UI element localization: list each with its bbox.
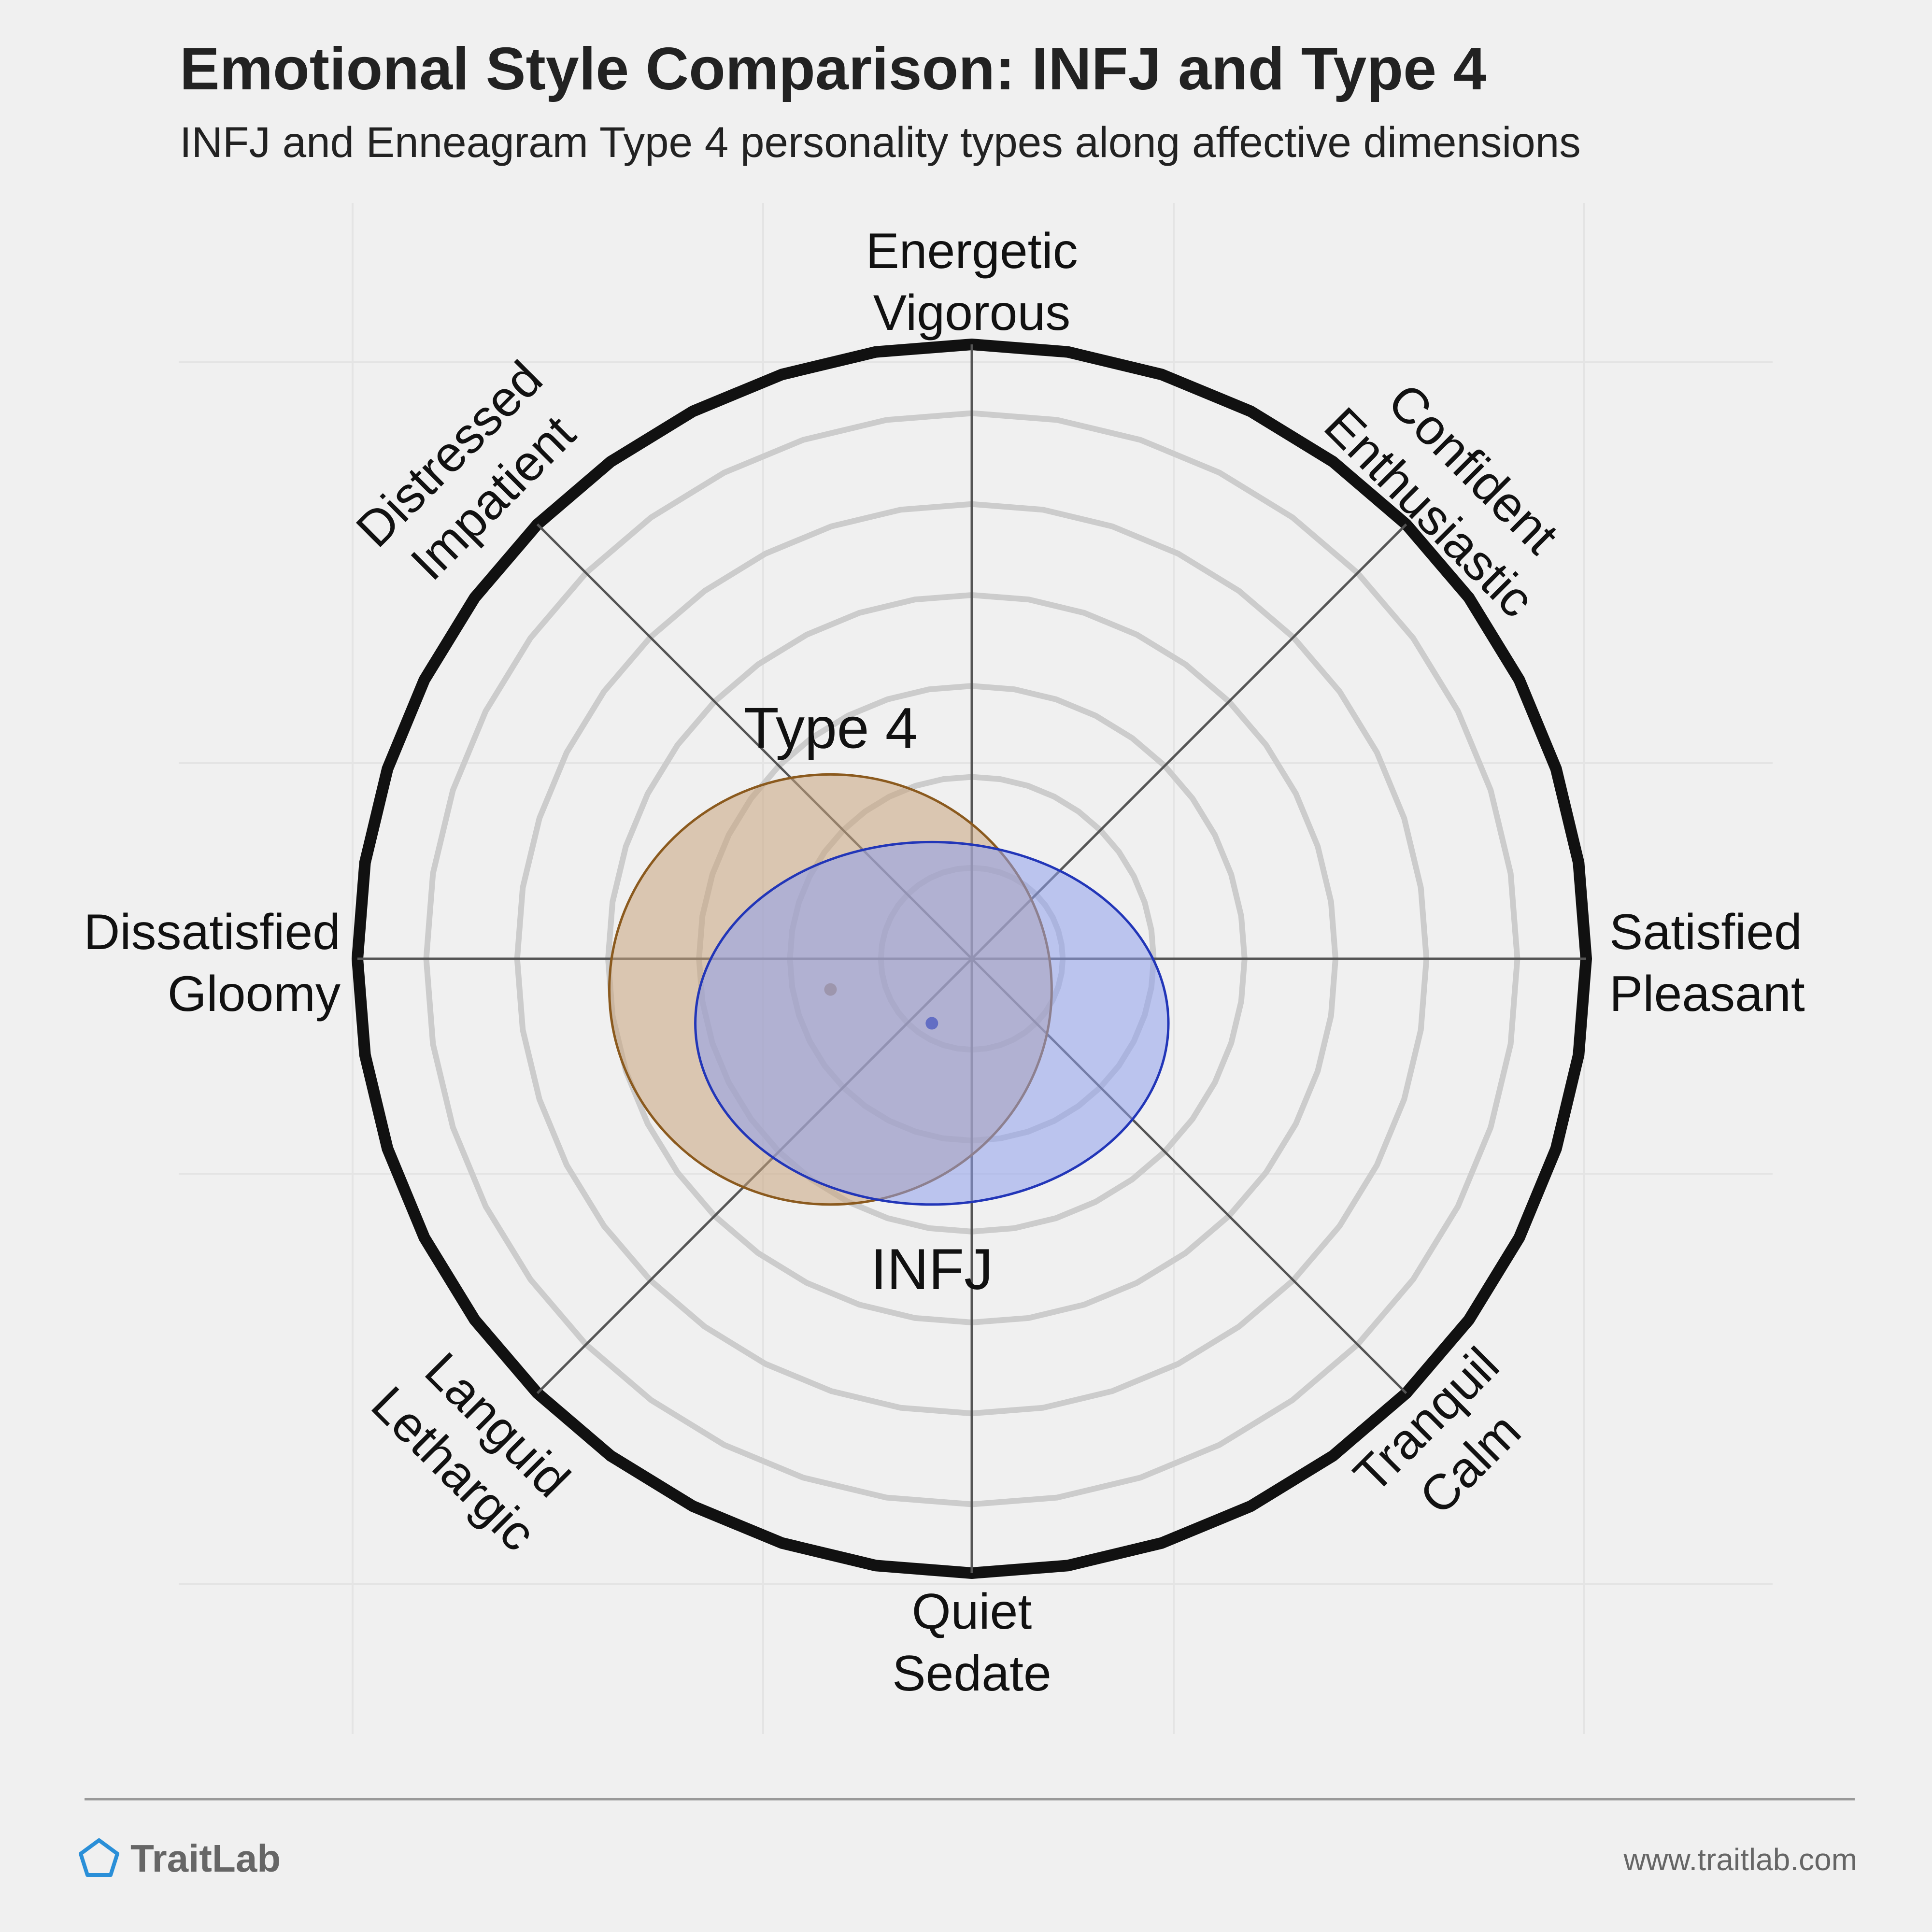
pentagon-logo-icon xyxy=(79,1838,119,1877)
axis-label-right: Satisfied Pleasant xyxy=(1609,904,1805,1022)
axis-label-line: Gloomy xyxy=(168,966,341,1022)
axis-label-left: Dissatisfied Gloomy xyxy=(84,904,341,1022)
series-label-type-4: Type 4 xyxy=(743,696,917,760)
chart-title: Emotional Style Comparison: INFJ and Typ… xyxy=(180,36,1487,102)
axis-label-line: Pleasant xyxy=(1609,966,1805,1022)
footer-url[interactable]: www.traitlab.com xyxy=(1623,1842,1857,1877)
axis-label-line: Energetic xyxy=(866,223,1078,279)
series-layer: Type 4 INFJ xyxy=(608,696,1170,1302)
axis-label-line: Quiet xyxy=(912,1584,1032,1640)
axis-label-line: Vigorous xyxy=(873,285,1071,341)
axis-label-line: Dissatisfied xyxy=(84,904,341,960)
infj-center-point xyxy=(925,1017,938,1030)
axis-label-line: Sedate xyxy=(892,1646,1051,1702)
axis-label-line: Satisfied xyxy=(1609,904,1802,960)
axis-label-top: Energetic Vigorous xyxy=(866,223,1078,341)
footer-brand: TraitLab xyxy=(79,1837,281,1880)
brand-name: TraitLab xyxy=(130,1837,281,1880)
series-label-infj: INFJ xyxy=(871,1237,993,1302)
axis-label-bottom: Quiet Sedate xyxy=(892,1584,1051,1702)
chart-subtitle: INFJ and Enneagram Type 4 personality ty… xyxy=(180,118,1581,166)
